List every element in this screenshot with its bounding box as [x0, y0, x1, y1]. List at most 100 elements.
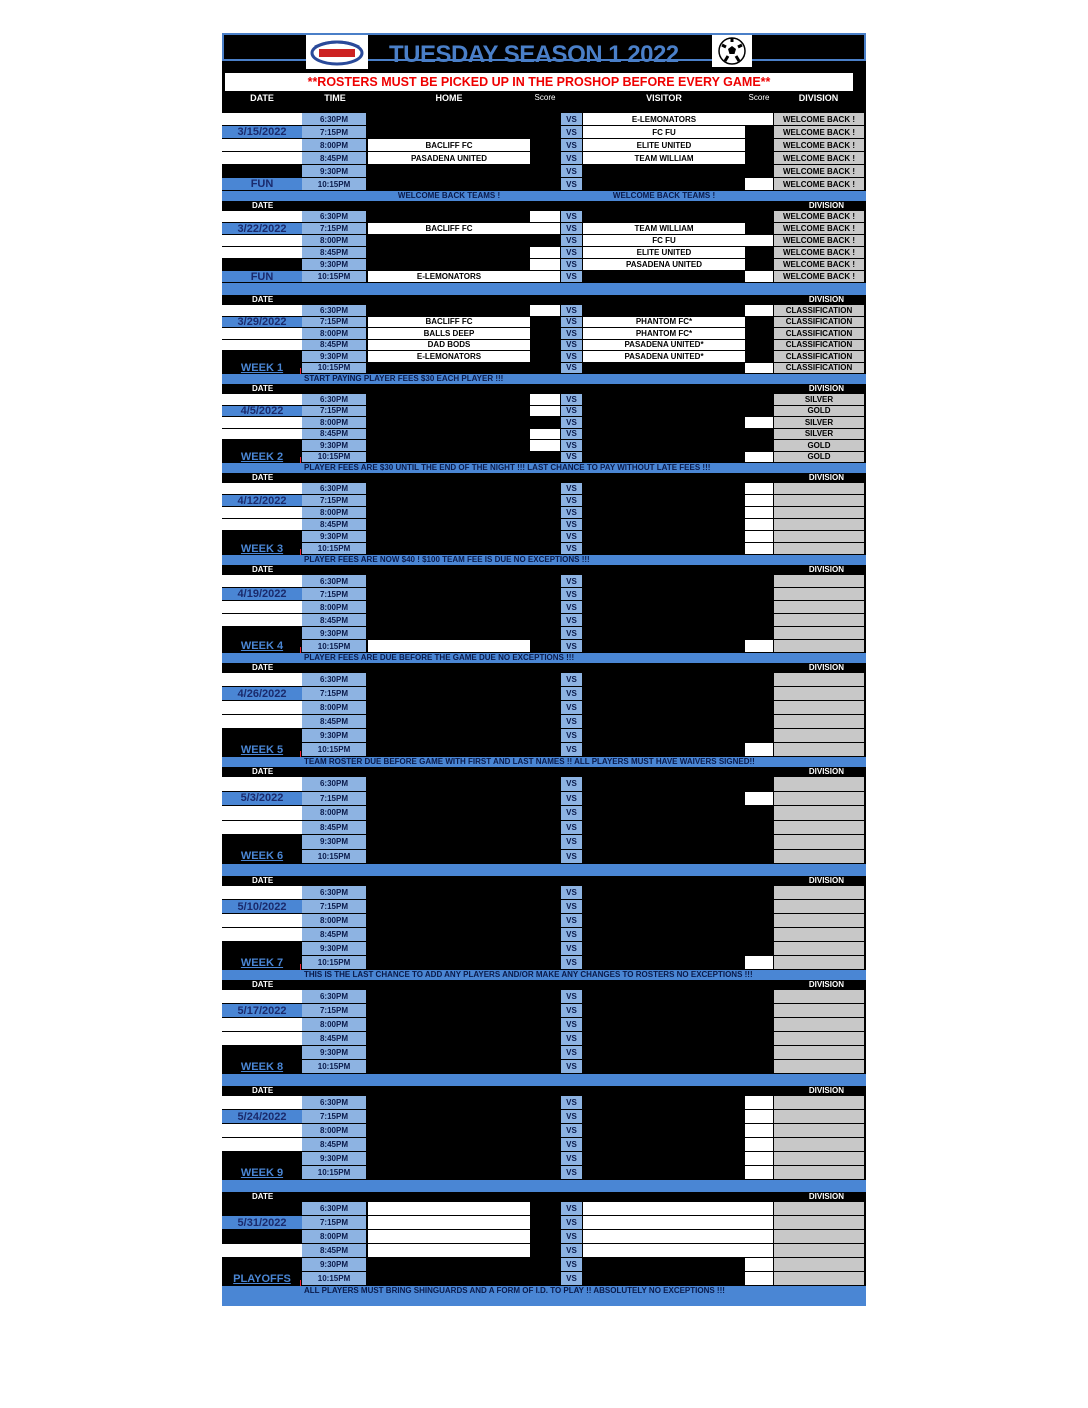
home-score[interactable]: [530, 1166, 560, 1180]
visitor-team[interactable]: [583, 1272, 745, 1286]
visitor-score[interactable]: [745, 495, 773, 507]
home-score[interactable]: [530, 835, 560, 850]
visitor-team[interactable]: [583, 956, 745, 970]
visitor-score[interactable]: [745, 588, 773, 601]
visitor-team[interactable]: [583, 1166, 745, 1180]
visitor-score[interactable]: [745, 305, 773, 317]
home-score[interactable]: [530, 1046, 560, 1060]
home-score[interactable]: [530, 351, 560, 363]
visitor-team[interactable]: [583, 942, 745, 956]
visitor-score[interactable]: [745, 777, 773, 792]
visitor-team[interactable]: [583, 900, 745, 914]
home-team[interactable]: DAD BODS: [368, 339, 530, 351]
visitor-score[interactable]: [745, 806, 773, 821]
home-team[interactable]: [368, 519, 530, 531]
visitor-score[interactable]: [745, 942, 773, 956]
visitor-team[interactable]: [583, 687, 745, 701]
visitor-score[interactable]: [745, 1124, 773, 1138]
visitor-team[interactable]: [583, 640, 745, 653]
home-team[interactable]: [368, 956, 530, 970]
visitor-score[interactable]: [745, 247, 773, 259]
home-score[interactable]: [530, 417, 560, 429]
visitor-score[interactable]: [745, 886, 773, 900]
home-score[interactable]: [530, 990, 560, 1004]
visitor-team[interactable]: PHANTOM FC*: [583, 316, 745, 328]
home-score[interactable]: [530, 211, 560, 223]
visitor-team[interactable]: [583, 271, 745, 283]
home-score[interactable]: [530, 165, 560, 178]
visitor-score[interactable]: [745, 1004, 773, 1018]
home-team[interactable]: [368, 363, 530, 374]
visitor-score[interactable]: [745, 429, 773, 440]
visitor-team[interactable]: [583, 531, 745, 543]
home-score[interactable]: [530, 1272, 560, 1286]
visitor-team[interactable]: [583, 806, 745, 821]
visitor-team[interactable]: [583, 394, 745, 406]
home-team[interactable]: [368, 701, 530, 715]
home-score[interactable]: [530, 673, 560, 687]
visitor-score[interactable]: [745, 440, 773, 452]
visitor-score[interactable]: [745, 451, 773, 463]
home-score[interactable]: [530, 1244, 560, 1258]
home-score[interactable]: [530, 113, 560, 126]
visitor-score[interactable]: [745, 1166, 773, 1180]
home-team[interactable]: [368, 1166, 530, 1180]
home-team[interactable]: [368, 886, 530, 900]
home-team[interactable]: BACLIFF FC: [368, 316, 530, 328]
visitor-team[interactable]: ELITE UNITED: [583, 139, 745, 152]
home-team[interactable]: [368, 588, 530, 601]
visitor-score[interactable]: [745, 1018, 773, 1032]
home-team[interactable]: [368, 640, 530, 653]
visitor-team[interactable]: [583, 305, 745, 317]
home-team[interactable]: [368, 601, 530, 614]
visitor-team[interactable]: [583, 914, 745, 928]
home-score[interactable]: [530, 914, 560, 928]
home-score[interactable]: [530, 305, 560, 317]
visitor-score[interactable]: [745, 507, 773, 519]
home-score[interactable]: [530, 729, 560, 743]
home-score[interactable]: [530, 701, 560, 715]
visitor-score[interactable]: [745, 259, 773, 271]
home-team[interactable]: [368, 1004, 530, 1018]
home-team[interactable]: [368, 235, 530, 247]
visitor-score[interactable]: [745, 531, 773, 543]
home-score[interactable]: [530, 1096, 560, 1110]
home-score[interactable]: [530, 317, 560, 328]
visitor-team[interactable]: [583, 777, 745, 792]
visitor-team[interactable]: PHANTOM FC*: [583, 328, 745, 340]
visitor-score[interactable]: [745, 126, 773, 139]
visitor-score[interactable]: [745, 351, 773, 363]
visitor-team[interactable]: ELITE UNITED: [583, 247, 745, 259]
visitor-score[interactable]: [745, 406, 773, 417]
home-team[interactable]: [368, 406, 530, 417]
home-team[interactable]: PASADENA UNITED: [368, 152, 530, 165]
home-score[interactable]: [530, 956, 560, 970]
home-score[interactable]: [530, 1018, 560, 1032]
visitor-team[interactable]: [583, 1230, 745, 1244]
home-team[interactable]: [368, 417, 530, 429]
visitor-score[interactable]: [745, 152, 773, 165]
home-score[interactable]: [530, 507, 560, 519]
home-score[interactable]: [530, 850, 560, 864]
visitor-score[interactable]: [745, 211, 773, 223]
visitor-score[interactable]: [745, 687, 773, 701]
home-score[interactable]: [530, 483, 560, 495]
home-team[interactable]: [368, 507, 530, 519]
home-score[interactable]: [530, 601, 560, 614]
home-team[interactable]: [368, 900, 530, 914]
home-team[interactable]: [368, 850, 530, 864]
home-team[interactable]: [368, 627, 530, 640]
home-score[interactable]: [530, 1152, 560, 1166]
visitor-team[interactable]: PASADENA UNITED: [583, 259, 745, 271]
home-score[interactable]: [530, 531, 560, 543]
visitor-score[interactable]: [745, 956, 773, 970]
visitor-score[interactable]: [745, 1202, 773, 1216]
visitor-score[interactable]: [745, 394, 773, 406]
home-score[interactable]: [530, 743, 560, 757]
home-team[interactable]: [368, 452, 530, 463]
home-team[interactable]: [368, 914, 530, 928]
visitor-team[interactable]: [583, 1046, 745, 1060]
visitor-team[interactable]: [583, 990, 745, 1004]
home-team[interactable]: [368, 113, 530, 126]
home-team[interactable]: [368, 1258, 530, 1272]
